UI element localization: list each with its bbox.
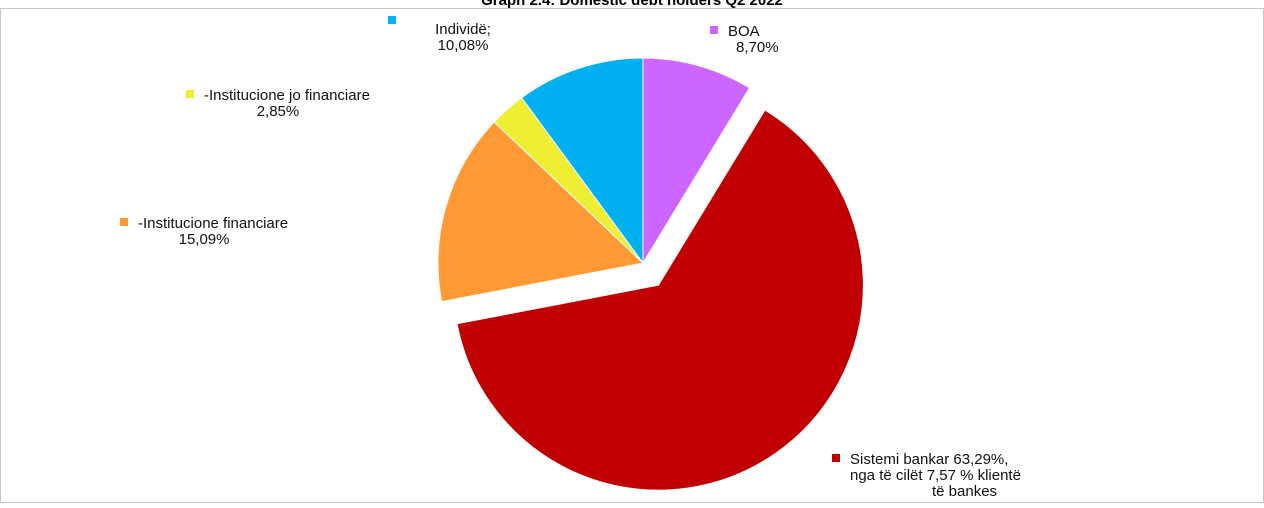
pie-slice-boa xyxy=(642,57,751,265)
pie-slice-sistemi-bankar xyxy=(456,109,864,491)
individe-value: 10,08% xyxy=(437,37,489,54)
sistemi-bankar-swatch xyxy=(832,454,840,462)
sistemi-bankar-note-2: të bankes xyxy=(932,483,998,500)
pie-slice-institucione-financiare xyxy=(437,121,645,303)
data-label-institucione-financiare: -Institucione financiare 15,09% xyxy=(120,216,288,248)
sistemi-bankar-name: Sistemi bankar xyxy=(850,451,950,468)
jo-financiare-swatch xyxy=(186,90,194,98)
jo-financiare-name: -Institucione jo financiare xyxy=(204,87,370,104)
financiare-value: 15,09% xyxy=(178,231,230,248)
financiare-name: -Institucione financiare xyxy=(138,215,289,232)
boa-value: 8,70% xyxy=(736,39,779,56)
boa-name: BOA xyxy=(728,23,760,40)
data-label-sistemi-bankar: Sistemi bankar 63,29%, nga të cilët 7,57… xyxy=(832,452,1021,500)
individe-swatch xyxy=(388,16,396,24)
sistemi-bankar-note-1: nga të cilët 7,57 % klientë xyxy=(850,467,1021,484)
pie-slice-individë xyxy=(520,57,644,265)
data-label-institucione-jo-financiare: -Institucione jo financiare 2,85% xyxy=(186,88,370,120)
data-label-boa: BOA 8,70% xyxy=(710,24,779,56)
financiare-swatch xyxy=(120,218,128,226)
individe-name: Individë; xyxy=(435,21,491,38)
boa-swatch xyxy=(710,26,718,34)
sistemi-bankar-value: 63,29% xyxy=(953,451,1005,468)
jo-financiare-value: 2,85% xyxy=(256,103,300,120)
chart-title: Graph 2.4: Domestic debt holders Q2 2022 xyxy=(481,0,783,9)
